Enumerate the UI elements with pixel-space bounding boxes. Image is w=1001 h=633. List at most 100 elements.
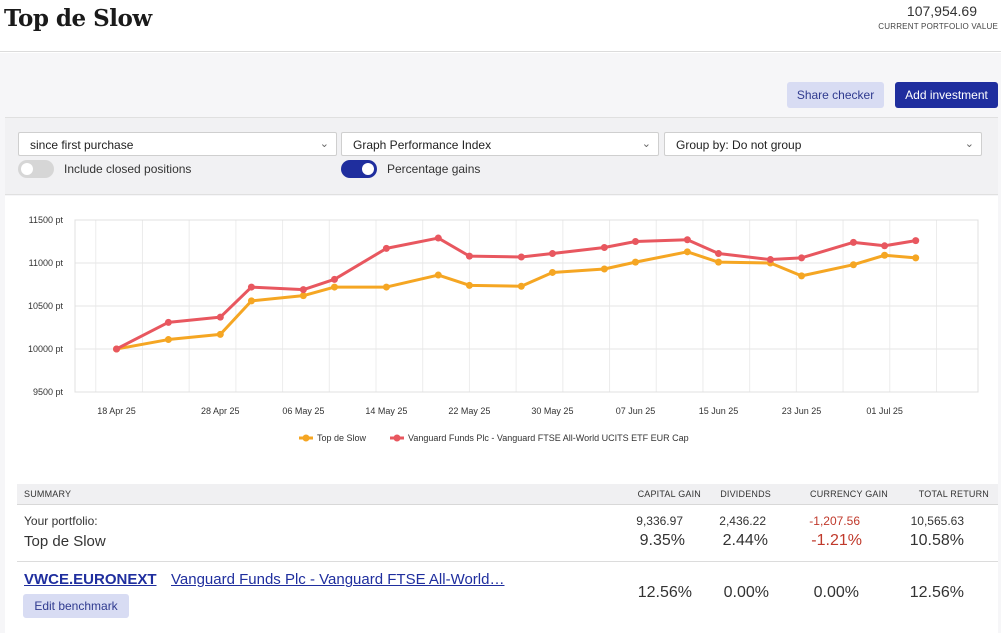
benchmark-currency-gain-pct: 0.00% [813,584,859,601]
data-point [465,252,473,260]
portfolio-row-label: Your portfolio: [24,514,98,528]
data-point [715,250,723,258]
chevron-down-icon: ⌄ [964,138,974,150]
portfolio-total-return-pct: 10.58% [909,532,964,549]
page-title: Top de Slow [4,5,152,32]
portfolio-dividends-pct: 2.44% [722,532,768,549]
period-select[interactable]: since first purchase ⌄ [18,132,337,156]
data-point [465,281,473,289]
portfolio-value-label: CURRENT PORTFOLIO VALUE [878,22,998,31]
portfolio-total-return-abs: 10,565.63 [910,514,964,528]
y-tick-label: 10500 pt [28,301,64,311]
benchmark-capital-gain-pct: 12.56% [637,584,692,601]
data-point [330,275,338,283]
x-tick-label: 07 Jun 25 [616,406,656,416]
total-return-header: TOTAL RETURN [918,489,989,499]
capital-gain-header: CAPITAL GAIN [637,489,701,499]
data-point [247,283,255,291]
toggle-knob [21,163,33,175]
data-point [434,271,442,279]
percentage-gains-label: Percentage gains [387,162,481,176]
data-point [798,254,806,262]
data-point [600,244,608,252]
benchmark-ticker-link[interactable]: VWCE.EURONEXT [24,571,157,588]
row-divider [17,561,998,562]
benchmark-name-link[interactable]: Vanguard Funds Plc - Vanguard FTSE All-W… [171,571,505,588]
percentage-gains-toggle[interactable] [341,160,377,178]
x-tick-label: 28 Apr 25 [201,406,240,416]
data-point [216,330,224,338]
x-tick-label: 14 May 25 [365,406,407,416]
data-point [881,242,889,250]
data-point [912,237,920,245]
benchmark-dividends-pct: 0.00% [723,584,769,601]
graph-type-select-value: Graph Performance Index [353,138,492,152]
data-point [548,250,556,258]
include-closed-toggle[interactable] [18,160,54,178]
portfolio-dividends-abs: 2,436.22 [719,514,766,528]
data-point [683,248,691,256]
period-select-value: since first purchase [30,138,134,152]
benchmark-total-return-pct: 12.56% [909,584,964,601]
legend-marker [302,434,310,442]
portfolio-row-name: Top de Slow [24,533,106,550]
x-tick-label: 22 May 25 [448,406,490,416]
data-point [517,282,525,290]
chevron-down-icon: ⌄ [641,138,651,150]
data-point [113,345,121,353]
summary-header: SUMMARY [24,489,72,499]
data-point [330,283,338,291]
dividends-header: DIVIDENDS [720,489,771,499]
data-point [766,256,774,264]
data-point [715,258,723,266]
data-point [164,336,172,344]
data-point [247,297,255,305]
data-point [631,238,639,245]
legend-label: Top de Slow [317,433,367,443]
summary-table: SUMMARY CAPITAL GAIN DIVIDENDS CURRENCY … [5,464,998,633]
chevron-down-icon: ⌄ [319,138,329,150]
data-point [683,236,691,244]
legend-marker [393,434,401,442]
data-point [382,244,390,252]
share-checker-button[interactable]: Share checker [787,82,884,108]
series-line [116,250,916,351]
y-tick-label: 9500 pt [33,387,64,397]
data-point [517,253,525,261]
data-point [849,238,857,246]
data-point [600,265,608,273]
data-point [548,268,556,276]
data-point [849,261,857,269]
data-point [434,234,442,242]
x-tick-label: 30 May 25 [531,406,573,416]
chart-card: 9500 pt 10000 pt 10500 pt 11000 pt 11500 pt 1… [5,196,998,464]
portfolio-value: 107,954.69 [906,3,977,19]
portfolio-currency-gain-abs: -1,207.56 [809,514,860,528]
x-tick-label: 15 Jun 25 [699,406,739,416]
data-point [382,283,390,291]
legend-label: Vanguard Funds Plc - Vanguard FTSE All-W… [408,433,689,443]
data-point [798,272,806,280]
group-by-select[interactable]: Group by: Do not group ⌄ [664,132,982,156]
y-tick-label: 10000 pt [28,344,64,354]
data-point [912,254,920,262]
data-point [216,313,224,321]
x-tick-label: 18 Apr 25 [97,406,136,416]
portfolio-capital-gain-abs: 9,336.97 [636,514,683,528]
toggle-knob [362,163,374,175]
data-point [164,318,172,326]
series-line [115,236,916,351]
top-bar: Top de Slow 107,954.69 CURRENT PORTFOLIO… [0,0,1001,52]
edit-benchmark-button[interactable]: Edit benchmark [23,594,129,618]
data-point [299,292,307,300]
data-point [881,251,889,259]
data-point [631,258,639,266]
currency-gain-header: CURRENCY GAIN [810,489,888,499]
summary-header-row: SUMMARY CAPITAL GAIN DIVIDENDS CURRENCY … [17,484,998,505]
graph-type-select[interactable]: Graph Performance Index ⌄ [341,132,659,156]
data-point [299,286,307,294]
add-investment-button[interactable]: Add investment [895,82,998,108]
performance-chart: 9500 pt 10000 pt 10500 pt 11000 pt 11500 pt 1… [28,215,979,443]
portfolio-capital-gain-pct: 9.35% [639,532,685,549]
portfolio-currency-gain-pct: -1.21% [811,532,862,549]
